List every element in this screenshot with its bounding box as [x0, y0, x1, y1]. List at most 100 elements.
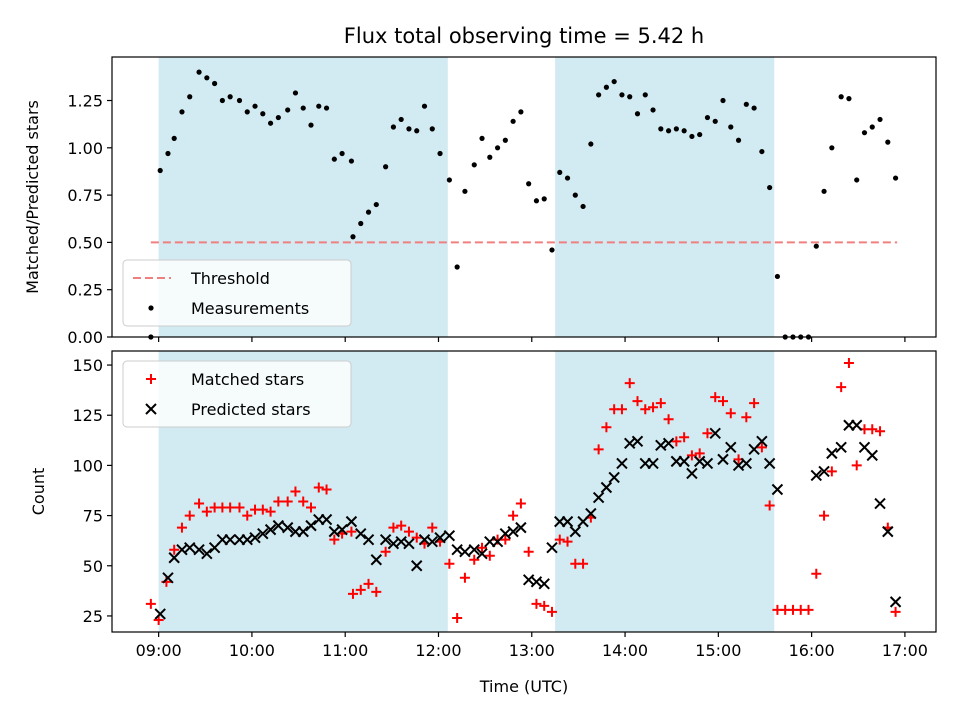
matched-point: [234, 502, 245, 513]
axes-frame: [111, 350, 937, 633]
predicted-point: [193, 543, 205, 556]
measurement-point: [627, 94, 633, 100]
predicted-point: [866, 449, 878, 462]
matched-point: [764, 500, 775, 511]
measurement-point: [846, 96, 852, 102]
predicted-point: [443, 529, 456, 542]
measurement-point: [712, 118, 718, 124]
measurement-point: [720, 97, 726, 104]
measurement-point: [471, 162, 477, 168]
predicted-point: [476, 548, 488, 560]
predicted-point: [771, 483, 784, 496]
predicted-point: [717, 453, 729, 466]
measurement-point: [697, 131, 703, 138]
y-tick-label: 1.00: [67, 139, 103, 158]
legend-label: Measurements: [191, 299, 309, 318]
x-tick-label: 16:00: [789, 641, 835, 660]
predicted-point: [538, 578, 550, 590]
matched-point: [843, 358, 854, 369]
matched-point: [184, 510, 195, 521]
measurement-point: [165, 150, 171, 157]
predicted-point: [411, 560, 423, 572]
measurement-point: [541, 196, 547, 202]
x-tick-label: 14:00: [602, 641, 648, 660]
matched-point: [444, 558, 455, 569]
measurement-point: [877, 116, 883, 123]
measurement-point: [510, 118, 516, 124]
matched-point: [313, 482, 324, 493]
matched-point: [578, 558, 589, 569]
predicted-point: [818, 465, 830, 478]
measurement-point: [285, 107, 291, 113]
predicted-point: [426, 535, 438, 548]
predicted-point: [662, 437, 675, 450]
predicted-point: [709, 427, 721, 440]
x-axis-label: Time (UTC): [479, 677, 568, 696]
legend-label: Threshold: [190, 269, 270, 288]
predicted-point: [297, 525, 309, 538]
matched-point: [388, 522, 399, 533]
measurement-point: [462, 188, 468, 194]
legend-predicted-swatch: [145, 403, 157, 415]
predicted-point: [403, 537, 415, 550]
x-tick-label: 13:00: [509, 641, 555, 660]
matched-point: [819, 510, 830, 521]
measurement-point: [300, 105, 306, 111]
matched-point: [655, 398, 666, 409]
matched-point: [624, 378, 635, 389]
predicted-point: [336, 523, 348, 536]
y-axis-label: Count: [29, 468, 48, 516]
predicted-point: [561, 515, 574, 528]
predicted-point: [154, 608, 166, 620]
predicted-point: [370, 554, 383, 566]
matched-point: [371, 586, 382, 597]
matched-point: [169, 544, 180, 555]
measurement-point: [406, 126, 412, 132]
x-tick-label: 12:00: [415, 641, 461, 660]
measurement-point: [838, 94, 844, 100]
measurement-point: [767, 184, 773, 191]
predicted-point: [305, 519, 317, 532]
measurement-point: [650, 107, 656, 113]
predicted-point: [882, 525, 894, 538]
measurement-point: [564, 175, 571, 181]
measurement-point: [603, 84, 610, 90]
predicted-point: [249, 531, 261, 544]
measurement-point: [196, 69, 202, 75]
measurement-point: [350, 234, 356, 240]
matched-point: [452, 612, 463, 623]
matched-point: [811, 568, 822, 579]
measurement-point: [728, 124, 734, 130]
matched-point: [411, 532, 422, 543]
measurement-point: [429, 126, 435, 132]
measurement-point: [390, 124, 397, 130]
measurement-point: [751, 105, 757, 111]
measurement-point: [642, 92, 648, 98]
measurement-point: [892, 175, 899, 181]
measurement-point: [260, 111, 266, 117]
y-tick-label: 100: [72, 456, 103, 475]
matched-point: [851, 460, 862, 471]
measurement-point: [171, 135, 177, 141]
y-tick-label: 125: [72, 406, 103, 425]
matched-point: [355, 584, 366, 595]
measurement-point: [689, 133, 695, 140]
measurement-point: [518, 109, 524, 115]
matched-point: [515, 498, 526, 509]
bottom-panel: 25 50 75 100 125 150 09:00 10:00 11:00 12:00 13:00…: [29, 350, 937, 660]
series-x: [154, 419, 902, 620]
matched-point: [469, 554, 480, 565]
y-tick-label: 25: [83, 607, 103, 626]
matched-point: [306, 502, 317, 513]
predicted-point: [320, 513, 333, 526]
legend: Matched stars Predicted stars: [122, 360, 352, 428]
matched-point: [347, 588, 358, 599]
shaded-interval-2: [555, 57, 775, 337]
measurement-point: [339, 150, 345, 157]
measurement-point: [421, 103, 428, 109]
y-tick-label: 0.50: [67, 233, 103, 252]
matched-point: [694, 448, 705, 459]
measurement-point: [212, 80, 218, 87]
x-tick-label: 10:00: [229, 641, 275, 660]
